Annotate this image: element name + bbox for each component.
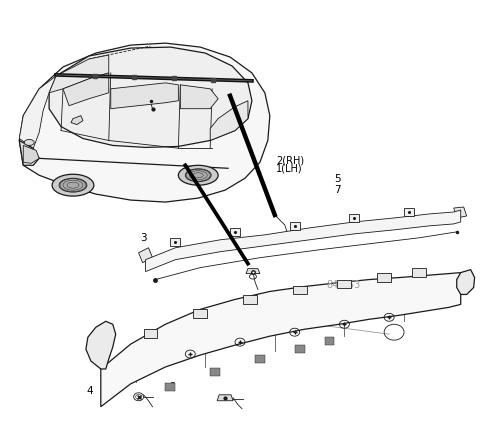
Polygon shape [412,268,426,277]
Polygon shape [404,208,414,216]
Polygon shape [210,101,248,140]
Polygon shape [180,85,218,109]
Text: 2(RH): 2(RH) [276,155,304,165]
Polygon shape [49,47,252,148]
Polygon shape [293,286,307,294]
Ellipse shape [179,165,218,185]
Polygon shape [337,280,351,288]
Polygon shape [170,238,180,246]
Text: 5: 5 [334,174,341,184]
Polygon shape [324,337,335,345]
Polygon shape [243,295,257,305]
Polygon shape [349,214,360,222]
Polygon shape [454,207,467,218]
Text: 3: 3 [140,233,147,242]
Ellipse shape [185,169,211,182]
Polygon shape [166,383,175,391]
Polygon shape [230,228,240,236]
Polygon shape [255,355,265,363]
Polygon shape [63,73,109,106]
Ellipse shape [24,140,34,146]
Polygon shape [377,272,391,282]
Polygon shape [19,140,39,165]
Polygon shape [144,329,157,338]
Polygon shape [145,210,461,272]
Polygon shape [217,395,233,401]
Polygon shape [210,368,220,376]
Polygon shape [111,83,179,109]
Ellipse shape [52,174,94,196]
Polygon shape [246,269,260,274]
Polygon shape [139,248,153,263]
Polygon shape [49,55,109,93]
Polygon shape [19,76,56,148]
Text: 84-853: 84-853 [326,280,360,290]
Text: 4: 4 [86,386,93,396]
Polygon shape [23,146,39,163]
Polygon shape [295,345,305,353]
Text: 6: 6 [168,382,175,392]
Polygon shape [457,269,475,294]
Polygon shape [86,321,116,369]
Polygon shape [193,309,207,318]
Ellipse shape [136,395,142,399]
Ellipse shape [59,178,87,192]
Polygon shape [71,115,83,125]
Text: 1(LH): 1(LH) [276,163,302,173]
Polygon shape [19,43,270,202]
Ellipse shape [133,393,144,401]
Text: 7: 7 [334,186,341,195]
Polygon shape [290,222,300,230]
Polygon shape [101,272,461,407]
